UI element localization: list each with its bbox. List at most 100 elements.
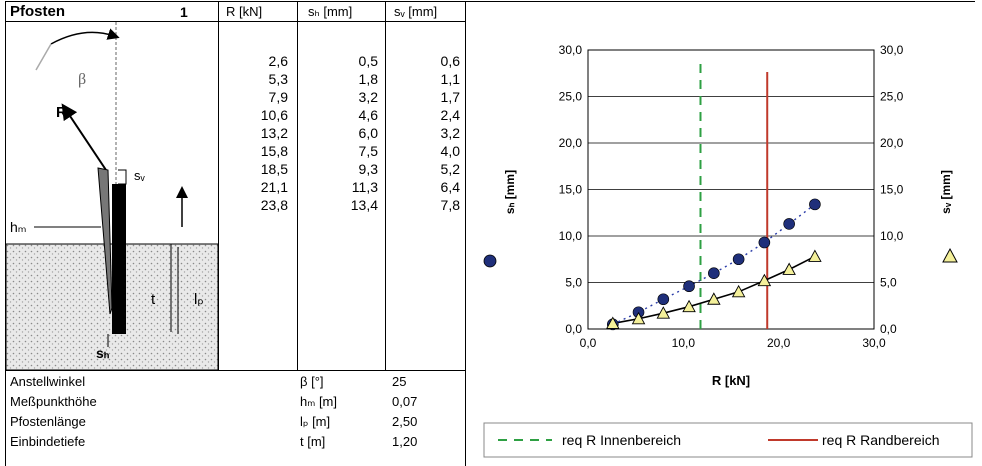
axis-ticks: 0,0 0,05,0 5,010,0 10,015,0 15,020,0 20,025,0… <box>559 43 904 350</box>
table-cell: 7,9 <box>268 89 288 105</box>
table-cell: 5,3 <box>268 71 288 87</box>
parameter-row: Pfostenlänge lₚ [m] 2,50 <box>10 412 462 432</box>
parameter-value: 25 <box>392 374 407 389</box>
sv-values-column: 0,6 1,1 1,7 2,4 3,2 4,0 5,2 6,4 7,8 <box>388 52 460 214</box>
x-tick-label: 10,0 <box>672 336 696 350</box>
y-tick-label-left: 25,0 <box>559 90 583 104</box>
y-axis-title-right: sᵥ [mm] <box>939 170 953 214</box>
angle-arc <box>50 28 120 45</box>
parameter-row: Meßpunkthöhe hₘ [m] 0,07 <box>10 392 462 412</box>
r-label: R <box>56 104 67 121</box>
data-point-sv <box>707 292 721 305</box>
y-tick-label-right: 5,0 <box>880 276 897 290</box>
x-tick-label: 0,0 <box>580 336 597 350</box>
data-point-sv <box>782 262 796 275</box>
data-point-sh <box>708 267 720 279</box>
y-tick-label-left: 5,0 <box>565 276 582 290</box>
table-cell: 0,5 <box>358 53 378 69</box>
legend-label-randbereich: req R Randbereich <box>822 432 940 448</box>
y-axis-title-left: sₕ [mm] <box>503 170 517 214</box>
parameter-value: 0,07 <box>392 394 418 409</box>
y-tick-label-right: 15,0 <box>880 183 904 197</box>
table-cell: 1,7 <box>440 89 460 105</box>
data-point-sv <box>656 306 671 319</box>
data-point-sh <box>809 198 821 211</box>
data-point-sh <box>732 253 745 266</box>
table-cell: 7,8 <box>440 197 460 213</box>
y-tick-label-left: 30,0 <box>559 43 583 57</box>
table-cell: 3,2 <box>358 89 378 105</box>
lp-label: lₚ <box>194 291 204 308</box>
column-header-sv: sᵥ [mm] <box>394 4 438 19</box>
parameter-list: Anstellwinkel β [°] 25 Meßpunkthöhe hₘ [… <box>10 372 462 452</box>
table-cell: 4,6 <box>358 107 378 123</box>
r-values-column: 2,6 5,3 7,9 10,6 13,2 15,8 18,5 21,1 23,… <box>222 52 288 214</box>
table-cell: 3,2 <box>440 125 460 141</box>
table-cell: 9,3 <box>358 161 378 177</box>
data-point-sv <box>682 299 696 313</box>
parameter-label: Meßpunkthöhe <box>10 394 97 409</box>
y-tick-label-right: 25,0 <box>880 90 904 104</box>
y-tick-label-right: 30,0 <box>880 43 904 57</box>
data-point-sv <box>731 284 746 298</box>
data-point-sv <box>757 273 772 287</box>
table-cell: 18,5 <box>260 161 288 177</box>
requirement-lines <box>699 64 769 329</box>
trend-line-sh <box>612 203 816 325</box>
parameter-label: Anstellwinkel <box>10 374 86 389</box>
legend-marker-sv <box>942 247 958 263</box>
data-point-sh <box>758 236 771 249</box>
table-cell: 2,4 <box>440 107 460 123</box>
table-cell: 10,6 <box>260 107 288 123</box>
data-point-sh <box>657 293 670 306</box>
table-cell: 6,4 <box>440 179 460 195</box>
table-cell: 23,8 <box>260 197 288 213</box>
sv-bracket <box>118 169 127 185</box>
angle-ref-line <box>35 43 52 71</box>
table-cell: 1,1 <box>440 71 460 87</box>
table-cell: 0,6 <box>440 53 460 69</box>
t-label: t <box>151 291 156 308</box>
column-header-sh: sₕ [mm] <box>308 4 353 19</box>
displacement-chart: 0,0 0,05,0 5,010,0 10,015,0 15,020,0 20,025,0… <box>483 43 973 458</box>
data-point-sh <box>783 218 795 230</box>
table-cell: 5,2 <box>440 161 460 177</box>
legend-label-innenbereich: req R Innenbereich <box>562 432 681 448</box>
data-point-sv <box>631 311 646 325</box>
table-cell: 21,1 <box>260 179 288 195</box>
sh-label: sₕ <box>96 345 110 361</box>
force-arrow <box>61 103 107 171</box>
parameter-unit: lₚ [m] <box>300 414 331 429</box>
beta-label: β <box>78 71 86 88</box>
table-cell: 4,0 <box>440 143 460 159</box>
x-tick-label: 20,0 <box>767 336 791 350</box>
hm-label: hₘ <box>10 219 27 235</box>
x-tick-label: 30,0 <box>862 336 886 350</box>
y-tick-label-left: 0,0 <box>565 322 582 336</box>
y-tick-label-right: 10,0 <box>880 229 904 243</box>
parameter-value: 2,50 <box>392 414 418 429</box>
parameter-unit: hₘ [m] <box>300 394 337 409</box>
parameter-label: Pfostenlänge <box>10 414 86 429</box>
parameter-row: Anstellwinkel β [°] 25 <box>10 372 462 392</box>
parameter-label: Einbindetiefe <box>10 434 86 449</box>
y-tick-label-right: 0,0 <box>880 322 897 336</box>
table-cell: 2,6 <box>268 53 288 69</box>
y-tick-label-left: 10,0 <box>559 229 583 243</box>
table-number: 1 <box>180 4 188 20</box>
data-point-sv <box>606 316 620 329</box>
table-cell: 13,2 <box>260 125 288 141</box>
table-cell: 11,3 <box>351 179 378 195</box>
table-cell: 1,8 <box>358 71 378 87</box>
table-cell: 6,0 <box>358 125 378 141</box>
y-tick-label-right: 20,0 <box>880 136 904 150</box>
data-points <box>606 198 822 331</box>
sv-label: sᵥ <box>134 168 146 183</box>
data-point-sh <box>683 280 695 293</box>
legend-marker-sh <box>483 254 497 268</box>
parameter-row: Einbindetiefe t [m] 1,20 <box>10 432 462 452</box>
table-cell: 13,4 <box>350 197 378 213</box>
data-point-sv <box>808 249 822 262</box>
y-tick-label-left: 20,0 <box>559 136 583 150</box>
column-header-r: R [kN] <box>226 4 263 19</box>
